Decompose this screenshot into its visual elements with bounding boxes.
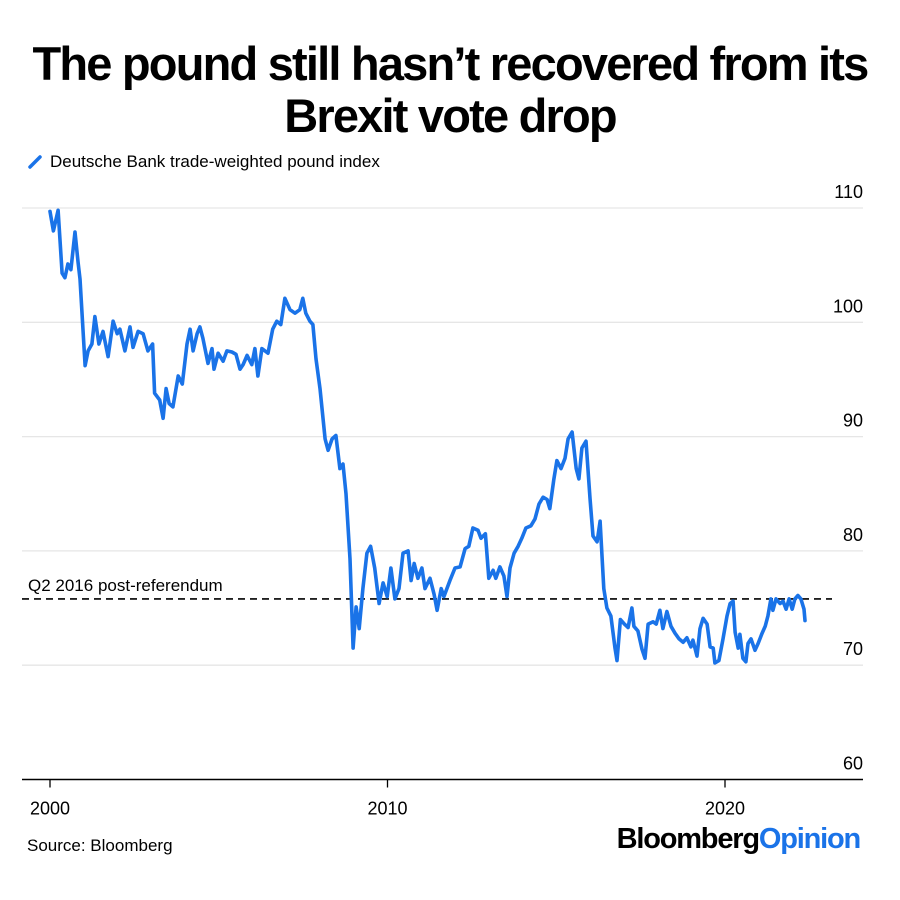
series-line	[48, 208, 807, 665]
brand-part2: Opinion	[758, 823, 861, 855]
y-tick-label: 60	[843, 754, 863, 774]
y-tick-label: 70	[843, 639, 863, 659]
legend-swatch-icon	[28, 155, 42, 169]
x-tick-label: 2000	[30, 799, 70, 819]
brand-part1: Bloomberg	[616, 823, 760, 855]
y-tick-label: 80	[843, 525, 863, 545]
reference-line-label: Q2 2016 post-referendum	[28, 576, 223, 595]
brand-logo: BloombergOpinion	[616, 823, 862, 856]
x-tick-label: 2010	[367, 799, 407, 819]
y-tick-label: 110	[834, 182, 863, 202]
y-tick-label: 90	[843, 411, 863, 431]
legend: Deutsche Bank trade-weighted pound index	[28, 152, 380, 172]
x-tick-label: 2020	[705, 799, 745, 819]
legend-label: Deutsche Bank trade-weighted pound index	[50, 152, 380, 171]
chart-title: The pound still hasn’t recovered from it…	[32, 37, 869, 142]
source-note: Source: Bloomberg	[27, 836, 173, 855]
y-tick-label: 100	[833, 296, 863, 316]
